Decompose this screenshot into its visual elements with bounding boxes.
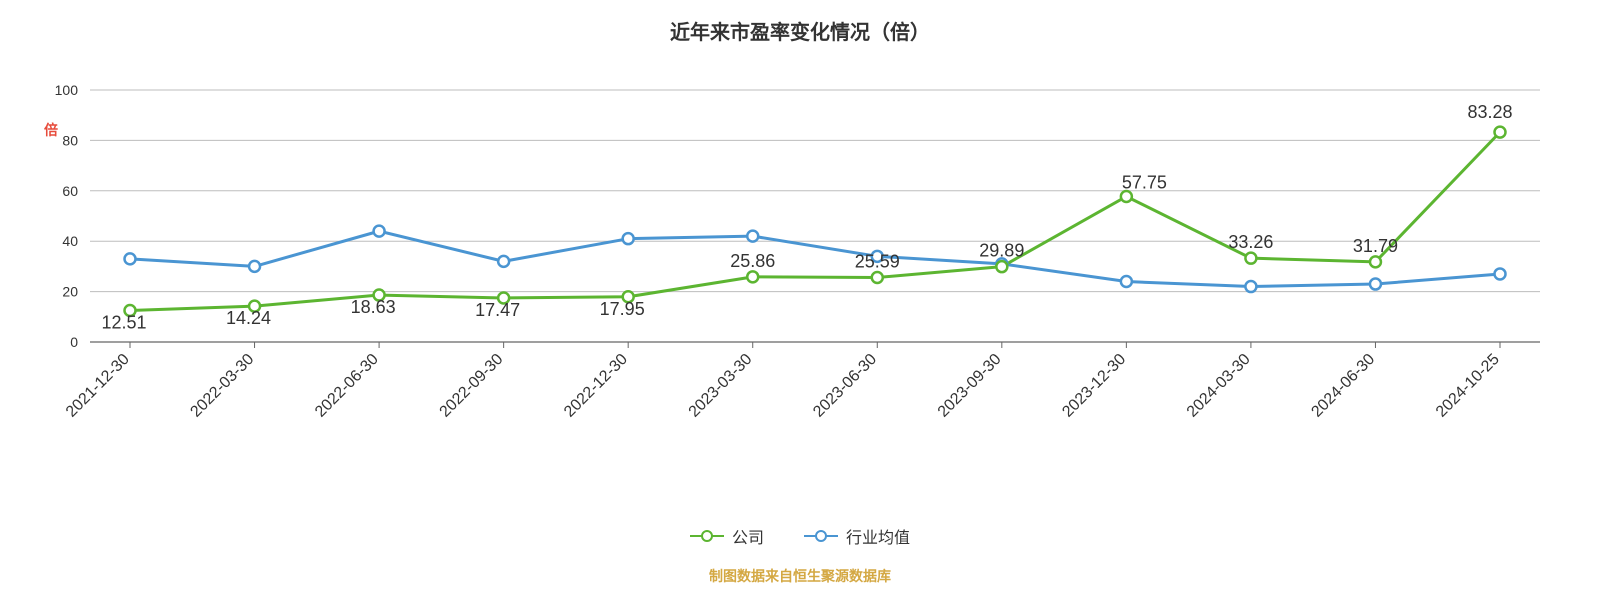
svg-text:57.75: 57.75	[1122, 172, 1167, 192]
svg-text:14.24: 14.24	[226, 308, 271, 328]
svg-text:2022-06-30: 2022-06-30	[312, 351, 382, 421]
svg-text:2024-10-25: 2024-10-25	[1433, 351, 1503, 421]
svg-text:0: 0	[70, 334, 78, 350]
svg-text:2023-09-30: 2023-09-30	[935, 351, 1005, 421]
svg-text:29.89: 29.89	[979, 241, 1024, 261]
svg-text:25.59: 25.59	[855, 252, 900, 272]
svg-text:83.28: 83.28	[1467, 102, 1512, 122]
svg-text:18.63: 18.63	[351, 297, 396, 317]
legend-item-industry: 行业均值	[804, 524, 910, 548]
svg-text:25.86: 25.86	[730, 251, 775, 271]
svg-text:100: 100	[55, 82, 79, 98]
svg-text:2023-06-30: 2023-06-30	[810, 351, 880, 421]
chart-legend: 公司 行业均值	[0, 524, 1600, 548]
svg-text:2024-03-30: 2024-03-30	[1184, 351, 1254, 421]
svg-text:2023-12-30: 2023-12-30	[1059, 351, 1129, 421]
svg-text:33.26: 33.26	[1228, 232, 1273, 252]
svg-text:2022-12-30: 2022-12-30	[561, 351, 631, 421]
svg-text:31.79: 31.79	[1353, 236, 1398, 256]
svg-text:40: 40	[62, 233, 78, 249]
svg-text:60: 60	[62, 183, 78, 199]
pe-ratio-chart: 近年来市盈率变化情况（倍） 倍 0204060801002021-12-3020…	[0, 0, 1600, 600]
legend-swatch-industry	[804, 535, 838, 537]
svg-text:17.47: 17.47	[475, 300, 520, 320]
svg-text:2022-09-30: 2022-09-30	[437, 351, 507, 421]
legend-label: 行业均值	[846, 524, 910, 548]
chart-footer: 制图数据来自恒生聚源数据库	[0, 566, 1600, 586]
svg-text:17.95: 17.95	[600, 299, 645, 319]
svg-text:2024-06-30: 2024-06-30	[1308, 351, 1378, 421]
svg-text:80: 80	[62, 132, 78, 148]
svg-text:20: 20	[62, 284, 78, 300]
legend-swatch-company	[690, 535, 724, 537]
svg-text:2021-12-30: 2021-12-30	[63, 351, 133, 421]
svg-text:12.51: 12.51	[101, 312, 146, 332]
svg-text:2023-03-30: 2023-03-30	[686, 351, 756, 421]
chart-svg: 0 20 40 60 80 100 2021-12-30 2022-03-30 2022-06-…	[0, 0, 1600, 600]
legend-label: 公司	[732, 524, 764, 548]
svg-text:2022-03-30: 2022-03-30	[187, 351, 257, 421]
legend-item-company: 公司	[690, 524, 764, 548]
